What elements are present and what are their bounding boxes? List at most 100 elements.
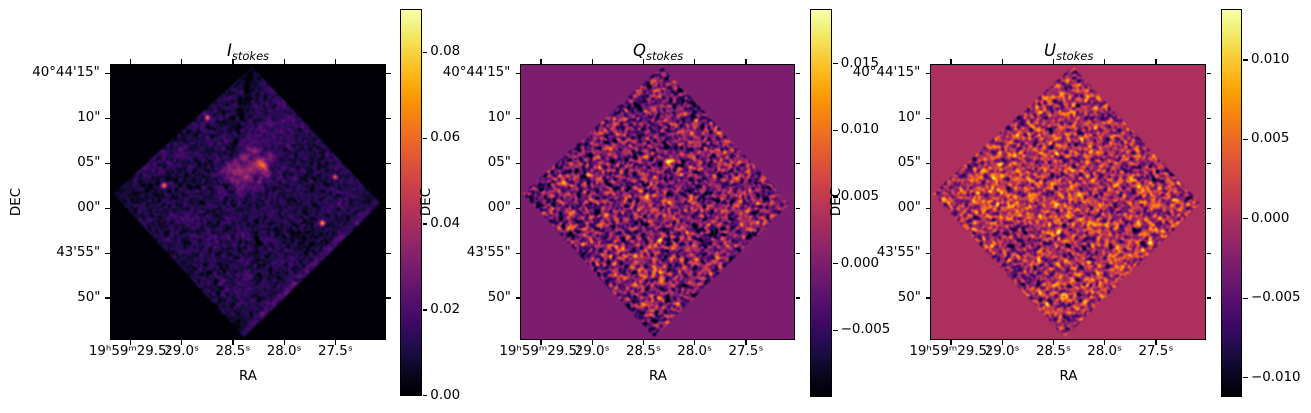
y-tick-right <box>795 72 801 75</box>
ra-axis-label: RA <box>649 368 667 384</box>
axes-panel-q <box>520 63 796 340</box>
colorbar-tick <box>1243 138 1248 140</box>
x-tick-label: 27.5ˢ <box>318 343 353 359</box>
x-tick-label: 29.0ˢ <box>984 343 1020 359</box>
x-tick-bottom <box>283 340 285 345</box>
colorbar-tick-label: −0.010 <box>1251 369 1301 385</box>
x-tick-label: 27.5ˢ <box>728 343 764 359</box>
y-tick-right <box>1206 207 1212 209</box>
x-tick-top <box>129 59 132 64</box>
axes-panel-u <box>930 63 1207 340</box>
dec-axis-label: DEC <box>829 187 845 217</box>
y-tick-right <box>1206 252 1212 254</box>
x-tick-label: 28.0ˢ <box>266 343 302 359</box>
colorbar-tick <box>1243 297 1248 299</box>
y-tick-label: 50" <box>77 290 101 306</box>
y-tick-left <box>925 297 931 299</box>
colorbar-tick <box>1243 59 1248 61</box>
y-tick-left <box>925 207 931 209</box>
x-tick-top <box>1001 59 1003 64</box>
y-tick-right <box>1206 117 1212 119</box>
y-tick-label: 43'55" <box>876 245 921 261</box>
x-tick-top <box>334 59 337 64</box>
y-tick-label: 10" <box>77 110 101 126</box>
colorbar-tick-label: −0.005 <box>1251 290 1301 306</box>
y-tick-left <box>105 117 110 119</box>
panel-title-subscript: stokes <box>231 48 270 63</box>
x-tick-bottom <box>181 340 183 345</box>
stokes-map-image-q <box>521 64 795 339</box>
colorbar-tick-label: 0.00 <box>430 387 461 403</box>
y-tick-label: 40°44'15" <box>32 65 100 81</box>
x-tick-top <box>540 59 542 64</box>
y-tick-left <box>105 207 110 209</box>
y-tick-left <box>515 117 521 119</box>
x-tick-top <box>283 59 285 64</box>
y-tick-label: 40°44'15" <box>852 65 921 81</box>
y-tick-left <box>105 72 110 75</box>
colorbar-tick <box>422 309 428 311</box>
y-tick-label: 40°44'15" <box>442 65 511 81</box>
panel-title-var: I <box>227 41 232 60</box>
colorbar-tick <box>422 137 428 139</box>
panel-title-q: Qstokes <box>633 41 683 63</box>
y-tick-label: 10" <box>487 110 511 126</box>
colorbar-tick-label: 0.02 <box>430 302 461 318</box>
y-tick-left <box>105 252 110 254</box>
y-tick-label: 10" <box>897 110 921 126</box>
y-tick-left <box>515 252 521 254</box>
x-tick-top <box>950 59 952 64</box>
panel-title-u: Ustokes <box>1044 42 1094 63</box>
y-tick-left <box>515 162 521 164</box>
dec-axis-label: DEC <box>8 187 24 217</box>
y-tick-left <box>515 297 521 299</box>
colorbar-tick-label: 0.005 <box>840 189 880 205</box>
y-tick-right <box>1206 162 1212 164</box>
colorbar-tick-label: 0.005 <box>1251 131 1290 147</box>
x-tick-top <box>591 59 593 64</box>
colorbar-tick-label: 0.04 <box>430 216 461 232</box>
x-tick-bottom <box>129 340 132 345</box>
colorbar-tick <box>832 63 838 65</box>
dec-axis-label: DEC <box>419 187 435 217</box>
colorbar-tick <box>1243 218 1248 220</box>
panel-title-subscript: stokes <box>1056 48 1094 63</box>
colorbar-tick <box>422 223 428 225</box>
x-tick-label: 27.5ˢ <box>1138 343 1174 359</box>
colorbar-tick <box>832 263 838 265</box>
y-tick-right <box>386 117 391 119</box>
x-tick-top <box>232 59 234 64</box>
colorbar-tick <box>1243 376 1248 379</box>
y-tick-label: 43'55" <box>466 245 511 261</box>
colorbar-tick <box>422 394 428 397</box>
x-tick-bottom <box>591 340 593 345</box>
y-tick-right <box>795 207 801 209</box>
x-tick-bottom <box>1155 340 1157 345</box>
colorbar-u <box>1220 8 1243 397</box>
colorbar-tick <box>832 329 838 332</box>
colorbar-i <box>399 8 422 397</box>
x-tick-label: 29.0ˢ <box>574 343 610 359</box>
x-tick-top <box>1155 59 1157 64</box>
y-tick-right <box>1206 297 1212 299</box>
y-tick-right <box>386 252 391 254</box>
y-tick-left <box>925 252 931 254</box>
x-tick-top <box>1104 59 1106 64</box>
y-tick-right <box>795 252 801 254</box>
y-tick-right <box>795 162 801 164</box>
y-tick-left <box>925 162 931 164</box>
colorbar-tick-label: 0.010 <box>840 122 880 138</box>
panel-title-i: Istokes <box>227 41 270 63</box>
colorbar-tick <box>832 129 838 132</box>
y-tick-right <box>386 162 391 164</box>
y-tick-left <box>925 72 931 75</box>
x-tick-bottom <box>950 340 952 345</box>
colorbar-tick <box>832 196 838 198</box>
panel-title-var: Q <box>633 41 646 60</box>
x-tick-label: 28.5ˢ <box>626 343 661 359</box>
y-tick-left <box>515 72 521 75</box>
x-tick-top <box>694 59 696 64</box>
y-tick-left <box>515 207 521 209</box>
colorbar-tick <box>422 51 428 53</box>
